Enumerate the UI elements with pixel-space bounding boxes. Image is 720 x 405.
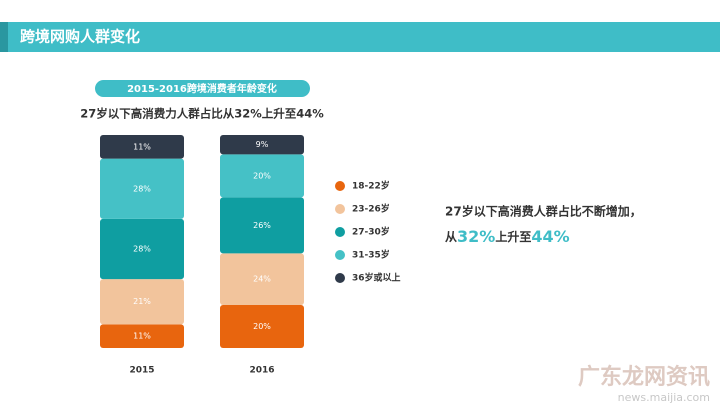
legend-label: 27-30岁 xyxy=(352,226,390,238)
legend-swatch xyxy=(335,273,345,283)
watermark-url: news.maijia.com xyxy=(618,391,710,404)
annotation-line: 从32%上升至44% xyxy=(445,227,570,246)
annotation-highlight: 44% xyxy=(531,227,569,246)
x-tick-label: 2015 xyxy=(129,366,154,376)
value-label: 21% xyxy=(133,297,151,306)
bar-segment xyxy=(100,279,184,325)
value-label: 11% xyxy=(133,142,151,151)
x-tick-label: 2016 xyxy=(249,366,274,376)
title-pill xyxy=(95,80,310,97)
header-title: 跨境网购人群变化 xyxy=(20,28,140,46)
bar-segment xyxy=(100,158,184,219)
value-label: 26% xyxy=(253,221,271,230)
header-bar xyxy=(0,22,720,52)
bar-segment xyxy=(100,135,184,159)
annotation-line: 27岁以下高消费人群占比不断增加， xyxy=(445,204,642,219)
legend-swatch xyxy=(335,250,345,260)
bar-segment xyxy=(100,218,184,280)
legend-label: 18-22岁 xyxy=(352,180,390,192)
bar-segment xyxy=(220,304,304,348)
value-label: 28% xyxy=(133,184,151,193)
legend-swatch xyxy=(335,181,345,191)
value-label: 24% xyxy=(253,275,271,284)
legend-swatch xyxy=(335,227,345,237)
value-label: 28% xyxy=(133,245,151,254)
bar-segment xyxy=(220,197,304,254)
bar-segment xyxy=(220,135,304,155)
bar-segment xyxy=(220,253,304,305)
watermark: 广东龙网资讯 xyxy=(578,364,710,390)
bar-segment xyxy=(100,324,184,348)
annotation-text: 上升至 xyxy=(495,229,531,244)
chart-subtitle: 27岁以下高消费力人群占比从32%上升至44% xyxy=(80,107,324,121)
legend-label: 36岁或以上 xyxy=(352,272,401,284)
legend-swatch xyxy=(335,204,345,214)
header-accent xyxy=(0,22,8,52)
bar-segment xyxy=(220,154,304,198)
value-label: 11% xyxy=(133,332,151,341)
legend-label: 31-35岁 xyxy=(352,249,390,261)
chart-title: 2015-2016跨境消费者年龄变化 xyxy=(127,82,277,95)
legend-label: 23-26岁 xyxy=(352,203,390,215)
value-label: 9% xyxy=(256,140,269,149)
value-label: 20% xyxy=(253,322,271,331)
annotation-highlight: 32% xyxy=(457,227,495,246)
value-label: 20% xyxy=(253,171,271,180)
annotation-text: 从 xyxy=(445,230,457,244)
